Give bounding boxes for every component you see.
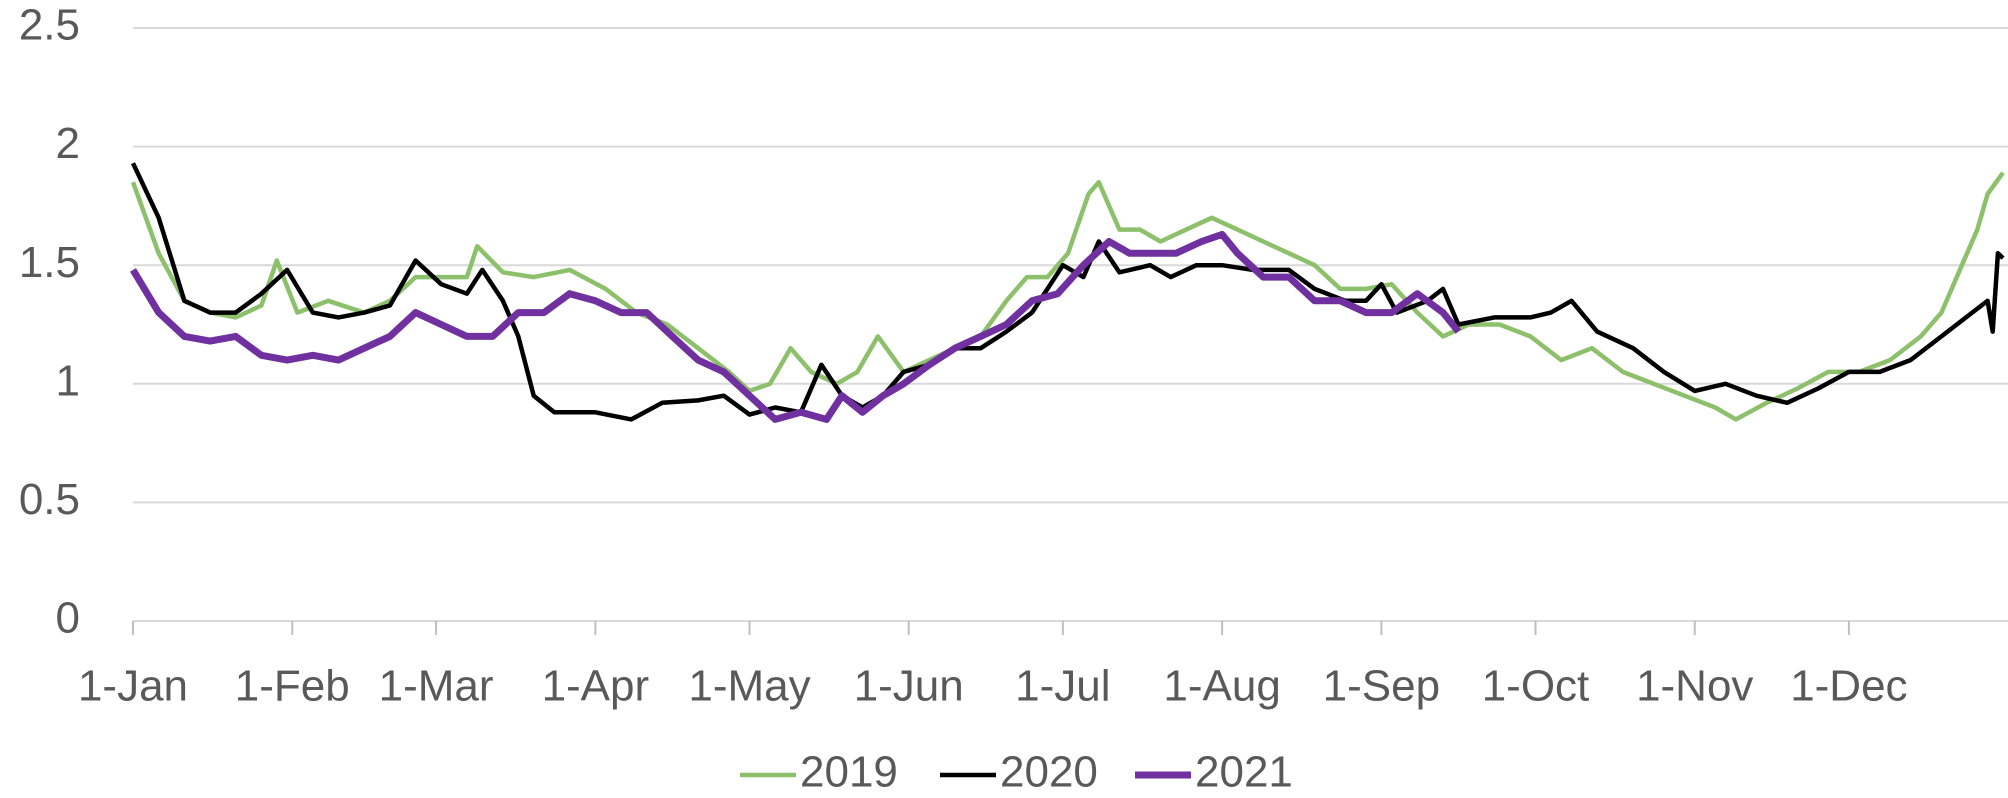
x-tick-label: 1-Sep (1323, 662, 1440, 711)
x-tick-label: 1-Feb (235, 662, 350, 711)
x-tick-label: 1-Jul (1015, 662, 1110, 711)
legend-label: 2020 (1000, 748, 1098, 797)
x-tick-label: 1-Jun (854, 662, 964, 711)
y-tick-label: 1 (56, 356, 80, 405)
y-tick-label: 2.5 (19, 1, 80, 50)
x-tick-label: 1-Apr (542, 662, 650, 711)
series-line (130, 171, 2005, 422)
legend-label: 2021 (1195, 748, 1293, 797)
series-line (130, 162, 2005, 422)
x-tick-label: 1-Jan (78, 662, 188, 711)
x-tick-label: 1-Aug (1163, 662, 1280, 711)
y-tick-label: 1.5 (19, 238, 80, 287)
y-tick-label: 0.5 (19, 475, 80, 524)
x-tick-label: 1-Nov (1636, 662, 1753, 711)
y-tick-label: 0 (56, 594, 80, 643)
y-tick-label: 2 (56, 119, 80, 168)
x-tick-label: 1-Oct (1482, 662, 1590, 711)
x-tick-label: 1-Mar (379, 662, 494, 711)
series-line (130, 230, 1462, 423)
x-tick-label: 1-Dec (1790, 662, 1907, 711)
legend-label: 2019 (800, 748, 898, 797)
x-tick-label: 1-May (688, 662, 810, 711)
